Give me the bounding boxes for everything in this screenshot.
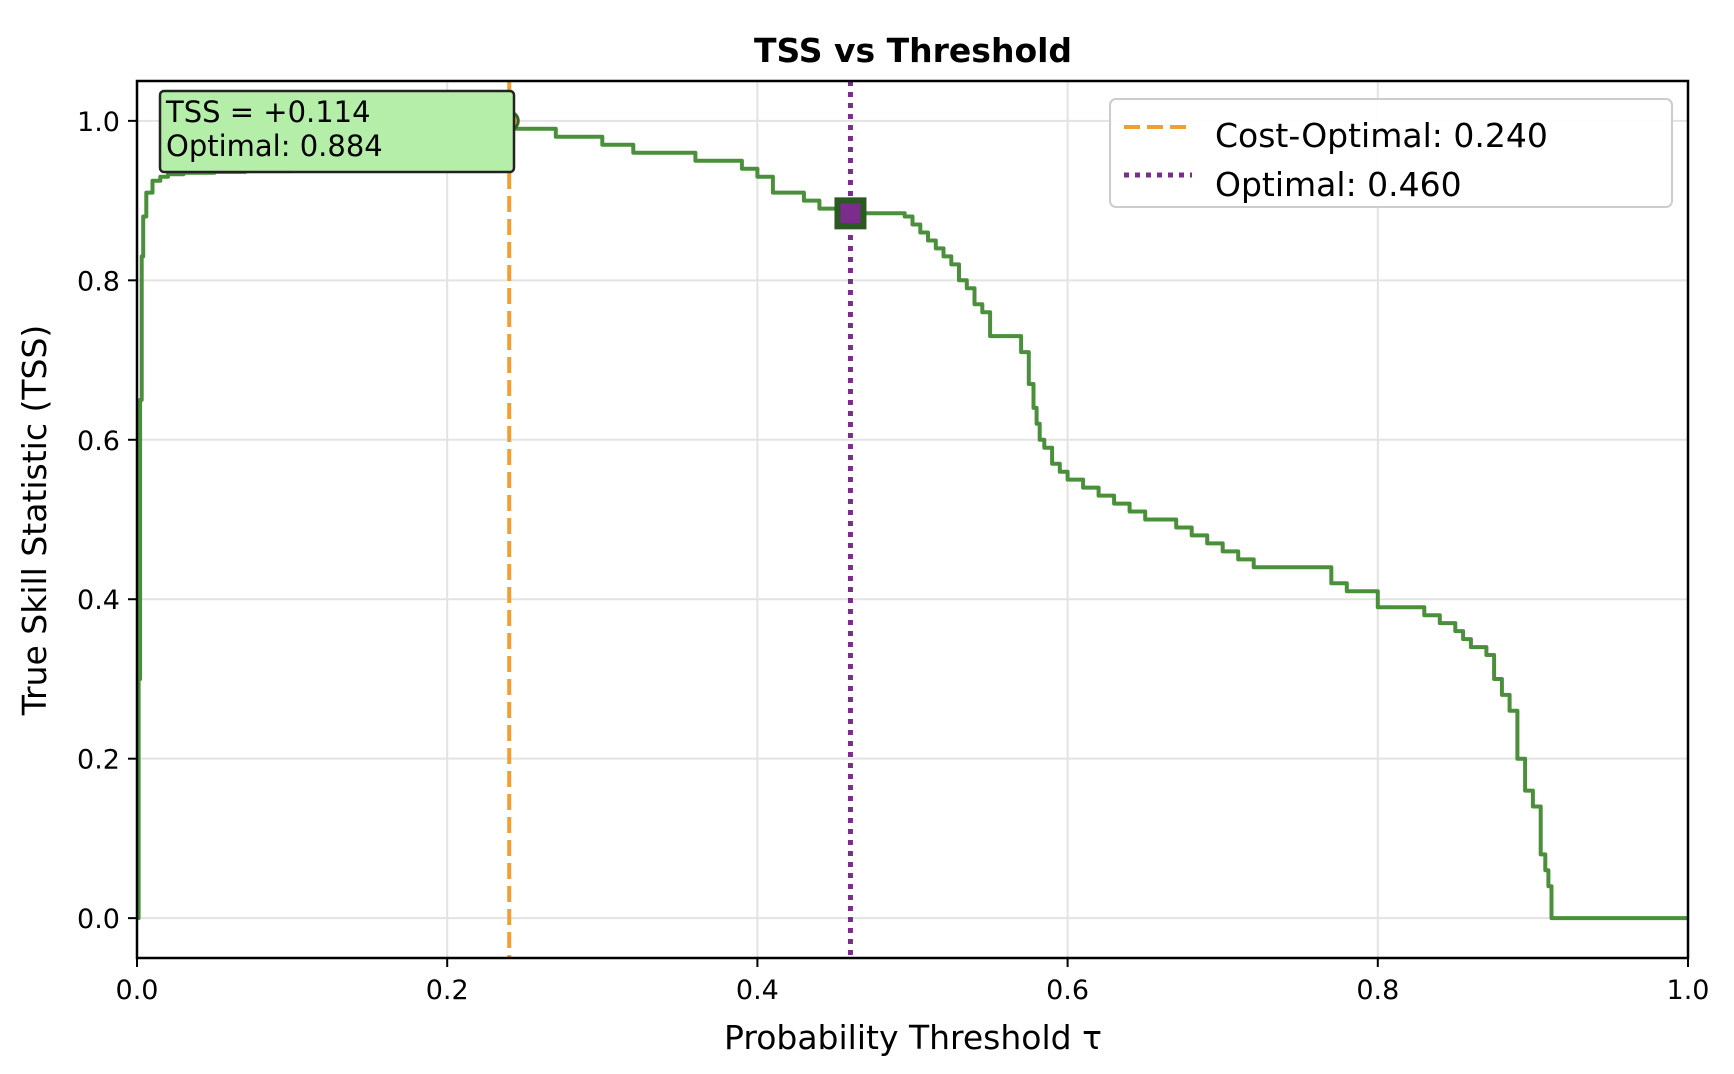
chart-title: TSS vs Threshold — [754, 31, 1072, 70]
annotation-box: TSS = +0.114 Optimal: 0.884 — [158, 89, 516, 174]
annotation-tss: TSS = +0.114 — [165, 95, 371, 129]
plot-area — [135, 79, 1690, 960]
optimal-point — [834, 197, 867, 230]
grid — [136, 81, 1689, 958]
x-tick-label: 0.6 — [1046, 975, 1089, 1006]
legend-label-optimal: Optimal: 0.460 — [1215, 165, 1462, 204]
x-axis-label: Probability Threshold τ — [724, 1018, 1102, 1057]
y-tick-label: 0.0 — [77, 904, 120, 935]
annotation-optimal: Optimal: 0.884 — [166, 129, 383, 163]
legend-label-cost-optimal: Cost-Optimal: 0.240 — [1215, 116, 1548, 155]
x-axis: 0.0 0.2 0.4 0.6 0.8 1.0 — [116, 958, 1710, 1006]
y-tick-label: 0.2 — [77, 745, 120, 776]
y-axis-label: True Skill Statistic (TSS) — [15, 325, 54, 717]
legend-frame — [1109, 98, 1673, 208]
y-tick-label: 1.0 — [77, 107, 120, 138]
x-tick-label: 1.0 — [1667, 975, 1710, 1006]
x-tick-label: 0.2 — [426, 975, 469, 1006]
y-tick-label: 0.6 — [77, 426, 120, 457]
x-tick-label: 0.0 — [116, 975, 159, 1006]
x-tick-label: 0.8 — [1356, 975, 1399, 1006]
y-axis: 0.0 0.2 0.4 0.6 0.8 1.0 — [77, 107, 137, 935]
annotation-background — [158, 89, 516, 174]
x-tick-label: 0.4 — [736, 975, 779, 1006]
plot-background — [137, 81, 1688, 958]
y-tick-label: 0.8 — [77, 266, 120, 297]
legend: Cost-Optimal: 0.240 Optimal: 0.460 — [1109, 98, 1673, 208]
y-tick-label: 0.4 — [77, 585, 120, 616]
plot-frame — [135, 79, 1690, 960]
